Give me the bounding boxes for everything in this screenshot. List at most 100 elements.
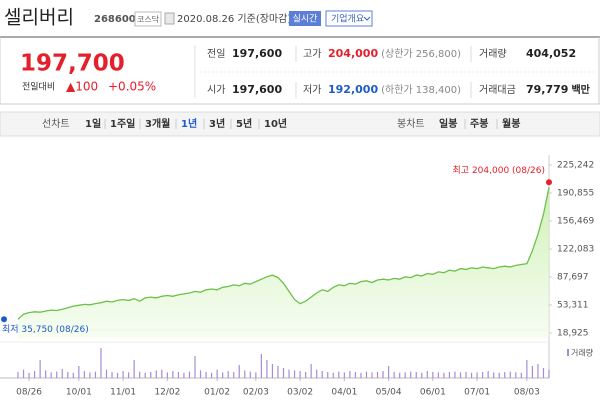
volume-bar xyxy=(476,372,478,378)
realtime-badge[interactable] xyxy=(289,11,321,26)
volume-bar xyxy=(354,372,357,378)
x-tick-label: 05/04 xyxy=(376,388,402,398)
quote-note: (상한가 256,800) xyxy=(381,48,461,60)
y-tick-label: 156,469 xyxy=(557,217,594,227)
volume-bar xyxy=(89,372,91,378)
company-button[interactable] xyxy=(325,10,373,27)
volume-bar xyxy=(260,354,262,378)
tab-group-label: 선차트 xyxy=(42,118,70,130)
volume-bar xyxy=(520,372,522,378)
change-percent: +0.05% xyxy=(108,80,156,94)
period-tab[interactable]: 5년 xyxy=(236,117,252,130)
volume-bar xyxy=(56,371,58,378)
x-tick-label: 01/02 xyxy=(204,388,230,398)
quote-note: (하한가 138,400) xyxy=(381,83,461,96)
volume-bar xyxy=(299,371,301,378)
quote-value: 79,779 xyxy=(526,83,568,96)
volume-bar xyxy=(17,372,19,378)
volume-bar xyxy=(421,372,423,378)
stock-code: 268600 xyxy=(94,14,136,25)
x-tick-label: 08/26 xyxy=(16,388,42,398)
price-line xyxy=(17,187,550,320)
volume-bar xyxy=(371,372,373,378)
volume-bar xyxy=(199,370,202,378)
quote-label: 저가 xyxy=(303,84,321,96)
volume-bar xyxy=(216,369,218,378)
volume-bar xyxy=(537,364,539,378)
volume-bar xyxy=(410,371,412,378)
candle-tab[interactable]: 월봉 xyxy=(502,118,520,130)
volume-bar xyxy=(482,372,484,378)
dropdown-caret xyxy=(363,16,371,21)
volume-bar xyxy=(94,371,97,378)
volume-bar xyxy=(288,369,290,378)
volume-bar xyxy=(327,372,329,378)
volume-bar xyxy=(139,371,141,378)
volume-bar xyxy=(100,348,102,378)
volume-bar xyxy=(67,372,69,378)
period-tab[interactable]: 1년 xyxy=(181,117,197,130)
volume-bar xyxy=(349,371,351,378)
period-tab[interactable]: 3년 xyxy=(209,117,225,130)
volume-bar xyxy=(33,371,36,378)
volume-bar xyxy=(365,371,368,378)
volume-bar xyxy=(498,372,500,378)
volume-bar xyxy=(459,372,462,378)
volume-bar xyxy=(161,369,163,378)
low-label: 최저 35,750 (08/26) xyxy=(2,324,89,335)
volume-bar xyxy=(45,370,47,378)
x-tick-label: 08/03 xyxy=(514,388,540,398)
volume-bar xyxy=(393,372,395,378)
candle-tab[interactable]: 주봉 xyxy=(470,118,488,130)
x-tick-label: 12/02 xyxy=(154,388,180,398)
candle-tab[interactable]: 일봉 xyxy=(439,117,457,130)
volume-bar xyxy=(542,368,545,378)
volume-bar xyxy=(72,372,74,378)
stock-name: 셀리버리 xyxy=(4,7,74,29)
volume-bar xyxy=(470,372,473,378)
quote-value: 197,600 xyxy=(232,47,282,60)
volume-bar xyxy=(432,372,434,378)
volume-bar xyxy=(233,372,235,378)
period-tab[interactable]: 1주일 xyxy=(110,117,135,130)
volume-bar xyxy=(116,372,119,378)
period-tab[interactable]: 3개월 xyxy=(145,117,170,130)
volume-bar xyxy=(360,372,362,378)
volume-bar xyxy=(321,371,323,378)
volume-bar xyxy=(454,371,456,378)
volume-bar xyxy=(61,369,63,378)
volume-bar xyxy=(183,372,185,378)
volume-bar xyxy=(415,372,417,378)
volume-bar xyxy=(426,371,428,378)
x-tick-label: 03/02 xyxy=(287,388,313,398)
volume-bar xyxy=(316,369,318,378)
volume-bar xyxy=(387,366,390,378)
volume-legend-swatch xyxy=(567,349,569,356)
period-tab[interactable]: 10년 xyxy=(264,117,287,130)
period-tab[interactable]: 1일 xyxy=(85,117,101,130)
calendar-icon xyxy=(164,12,175,25)
x-tick-label: 07/01 xyxy=(464,388,490,398)
realtime-label[interactable]: 실시간 xyxy=(293,14,318,25)
volume-bar xyxy=(155,370,157,378)
company-label[interactable]: 기업개요 xyxy=(331,14,364,25)
volume-bar xyxy=(515,372,517,378)
volume-bar xyxy=(78,366,80,378)
volume-bar xyxy=(172,371,174,378)
volume-bar xyxy=(244,370,246,378)
volume-bar xyxy=(548,369,550,378)
volume-bar xyxy=(205,372,207,378)
volume-bar xyxy=(266,360,268,378)
y-tick-label: 53,311 xyxy=(557,301,589,311)
change-value: ▲100 xyxy=(66,80,98,94)
volume-bar xyxy=(382,371,384,378)
y-tick-label: 190,855 xyxy=(557,189,594,199)
date-text: 2020.08.26 기준(장마감) xyxy=(177,13,291,25)
volume-legend: 거래량 xyxy=(571,348,594,358)
volume-bar xyxy=(332,372,334,378)
quote-label: 전일 xyxy=(207,48,225,60)
high-marker xyxy=(546,179,552,186)
volume-bar xyxy=(222,372,224,378)
